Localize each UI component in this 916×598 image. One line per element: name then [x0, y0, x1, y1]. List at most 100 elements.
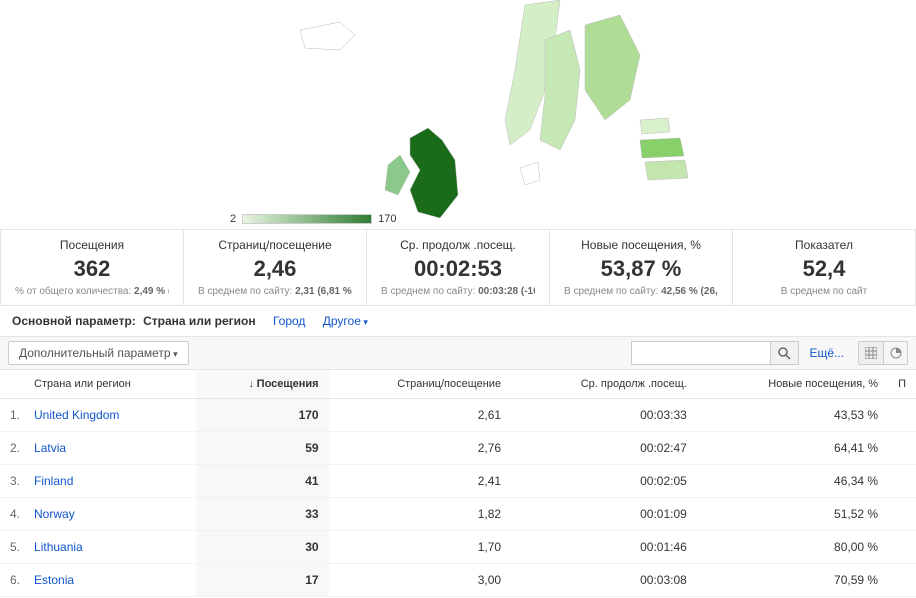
scorecard-value: 362 [15, 256, 169, 282]
scorecard[interactable]: Показател 52,4 В среднем по сайт [733, 230, 916, 305]
map-region-iceland[interactable] [300, 22, 355, 50]
scorecard-sub: В среднем по сайт [747, 286, 901, 297]
table-icon [865, 347, 877, 359]
table-header-row: Страна или регион ↓Посещения Страниц/пос… [0, 370, 916, 399]
search-icon [778, 347, 791, 360]
legend-max: 170 [378, 213, 396, 225]
row-index: 5. [0, 531, 24, 564]
col-duration[interactable]: Ср. продолж .посещ. [511, 370, 697, 399]
scorecards-row: Посещения 362 % от общего количества: 2,49… [0, 230, 916, 306]
row-visits: 17 [196, 564, 329, 597]
dimension-country[interactable]: Страна или регион [143, 314, 255, 328]
row-visits: 30 [196, 531, 329, 564]
row-newpct: 80,00 % [697, 531, 888, 564]
table-row: 1.United Kingdom1702,6100:03:3343,53 % [0, 399, 916, 432]
row-index: 4. [0, 498, 24, 531]
scorecard-sub: В среднем по сайту: 42,56 % (26,58 %) [564, 286, 718, 297]
row-last [888, 564, 916, 597]
more-link[interactable]: Ещё... [809, 346, 844, 360]
map-region-lithuania[interactable] [645, 160, 688, 180]
map-region-uk[interactable] [410, 128, 458, 218]
row-newpct: 46,34 % [697, 465, 888, 498]
country-link[interactable]: United Kingdom [34, 408, 119, 422]
dimension-other[interactable]: Другое [323, 314, 368, 328]
search-input[interactable] [631, 341, 771, 365]
col-country[interactable]: Страна или регион [24, 370, 196, 399]
table-row: 2.Latvia592,7600:02:4764,41 % [0, 432, 916, 465]
scorecard-value: 52,4 [747, 256, 901, 282]
view-toggle [858, 341, 908, 365]
scorecard-label: Показател [747, 238, 901, 252]
table-toolbar: Дополнительный параметр Ещё... [0, 336, 916, 370]
row-pages: 1,82 [329, 498, 511, 531]
country-link[interactable]: Latvia [34, 441, 66, 455]
col-visits[interactable]: ↓Посещения [196, 370, 329, 399]
country-link[interactable]: Lithuania [34, 540, 83, 554]
view-percentage[interactable] [883, 342, 907, 364]
row-duration: 00:01:09 [511, 498, 697, 531]
map-region-finland[interactable] [585, 15, 640, 120]
col-pages[interactable]: Страниц/посещение [329, 370, 511, 399]
row-duration: 00:03:33 [511, 399, 697, 432]
row-last [888, 465, 916, 498]
primary-dimension-row: Основной параметр: Страна или регион Гор… [0, 306, 916, 336]
country-link[interactable]: Norway [34, 507, 75, 521]
row-visits: 41 [196, 465, 329, 498]
map-region-latvia[interactable] [640, 138, 684, 158]
row-country: Finland [24, 465, 196, 498]
scorecard-value: 2,46 [198, 256, 352, 282]
scorecard-sub: % от общего количества: 2,49 % (14 538) [15, 286, 169, 297]
table-row: 5. Lithuania 301,7000:01:4680,00 % [0, 531, 916, 564]
row-pages: 1,70 [329, 531, 511, 564]
view-data-table[interactable] [859, 342, 883, 364]
col-newpct[interactable]: Новые посещения, % [697, 370, 888, 399]
scorecard-label: Ср. продолж .посещ. [381, 238, 535, 252]
row-newpct: 64,41 % [697, 432, 888, 465]
country-link[interactable]: Finland [34, 474, 73, 488]
row-index: 1. [0, 399, 24, 432]
secondary-dimension-button[interactable]: Дополнительный параметр [8, 341, 189, 365]
legend-gradient [242, 214, 372, 224]
scorecard-label: Посещения [15, 238, 169, 252]
scorecard-value: 00:02:53 [381, 256, 535, 282]
row-country: Norway [24, 498, 196, 531]
row-country: Estonia [24, 564, 196, 597]
row-duration: 00:03:08 [511, 564, 697, 597]
primary-dimension-label: Основной параметр: [12, 314, 136, 328]
row-index: 6. [0, 564, 24, 597]
row-pages: 3,00 [329, 564, 511, 597]
scorecard-label: Страниц/посещение [198, 238, 352, 252]
row-last [888, 432, 916, 465]
row-last [888, 531, 916, 564]
map-region-ireland[interactable] [385, 155, 410, 195]
pie-icon [890, 347, 902, 359]
dimension-city[interactable]: Город [273, 314, 305, 328]
scorecard-value: 53,87 % [564, 256, 718, 282]
row-visits: 170 [196, 399, 329, 432]
row-newpct: 70,59 % [697, 564, 888, 597]
map-region-sweden[interactable] [540, 30, 580, 150]
row-country: Latvia [24, 432, 196, 465]
legend-min: 2 [230, 213, 236, 225]
scorecard[interactable]: Страниц/посещение2,46В среднем по сайту:… [184, 230, 367, 305]
col-last[interactable]: П [888, 370, 916, 399]
map-region-denmark[interactable] [520, 162, 540, 185]
table-row: 3.Finland412,4100:02:0546,34 % [0, 465, 916, 498]
country-link[interactable]: Estonia [34, 573, 74, 587]
row-index: 2. [0, 432, 24, 465]
map-legend: 2 170 [230, 213, 396, 225]
row-last [888, 399, 916, 432]
search-button[interactable] [771, 341, 799, 365]
row-duration: 00:01:46 [511, 531, 697, 564]
row-pages: 2,61 [329, 399, 511, 432]
map-svg [0, 0, 916, 225]
scorecard[interactable]: Посещения 362 % от общего количества: 2,49… [0, 230, 184, 305]
sort-down-icon: ↓ [249, 379, 254, 390]
scorecard-sub: В среднем по сайту: 00:03:28 (-16,70 %) [381, 286, 535, 297]
scorecard[interactable]: Новые посещения, %53,87 %В среднем по са… [550, 230, 733, 305]
geo-map[interactable]: 2 170 [0, 0, 916, 230]
row-country: Lithuania [24, 531, 196, 564]
scorecard[interactable]: Ср. продолж .посещ. 00:02:53 В среднем по … [367, 230, 550, 305]
row-visits: 59 [196, 432, 329, 465]
map-region-estonia[interactable] [640, 118, 670, 134]
